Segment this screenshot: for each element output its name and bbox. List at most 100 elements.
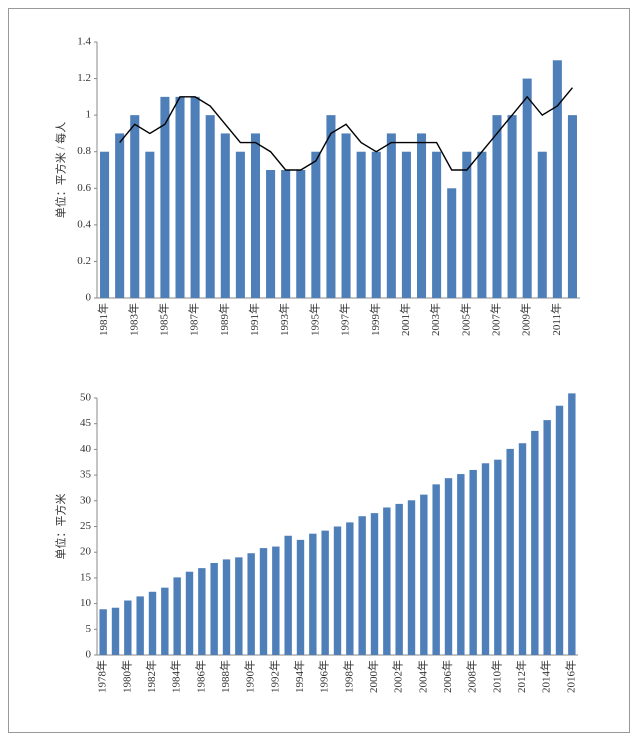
y-tick-label: 0 [86, 649, 92, 661]
x-tick-label: 1981年 [96, 303, 110, 336]
bar [309, 533, 317, 655]
y-tick-label: 35 [80, 469, 92, 481]
bar [259, 548, 268, 655]
bar [190, 96, 200, 298]
bar [173, 577, 181, 655]
x-tick-label: 1989年 [217, 303, 231, 336]
bar [416, 133, 427, 298]
bar [383, 507, 391, 655]
bar [543, 420, 551, 655]
x-tick-label: 1998年 [341, 660, 355, 693]
bar [326, 115, 336, 299]
bar [220, 133, 230, 298]
bar [100, 151, 110, 298]
bar [494, 459, 502, 655]
bar [518, 443, 527, 655]
y-tick-label: 5 [86, 623, 92, 635]
bar [247, 553, 255, 655]
bar [99, 609, 107, 655]
x-tick-label: 1996年 [317, 660, 331, 693]
y-tick-label: 20 [80, 546, 92, 558]
x-tick-label: 1993年 [277, 303, 291, 336]
y-tick-label: 1 [86, 109, 92, 121]
x-tick-label: 2014年 [539, 660, 553, 693]
bar [457, 474, 465, 655]
bar [506, 448, 514, 655]
x-tick-label: 2011年 [549, 303, 563, 336]
x-tick-label: 2007年 [489, 303, 503, 336]
y-tick-label: 50 [80, 392, 92, 404]
bar [395, 503, 403, 655]
y-tick-label: 30 [80, 494, 92, 506]
bar [124, 600, 132, 655]
bar [552, 60, 562, 299]
y-axis-label: 单位：平方米 / 每人 [54, 122, 68, 219]
bar [284, 535, 292, 655]
x-tick-label: 2010年 [489, 660, 503, 693]
bar [130, 115, 140, 299]
bar [358, 516, 366, 655]
bar [266, 170, 276, 298]
bar [537, 151, 547, 298]
bar [477, 151, 487, 298]
bar [115, 133, 125, 298]
bar [311, 151, 321, 298]
x-tick-label: 1994年 [292, 660, 306, 693]
x-tick-label: 2001年 [398, 303, 412, 336]
bar [507, 115, 517, 299]
bar [235, 557, 243, 655]
bar [401, 151, 411, 298]
y-tick-label: 25 [80, 520, 92, 532]
bar [198, 568, 206, 655]
y-tick-label: 0.8 [77, 145, 91, 157]
frame [8, 8, 630, 733]
bar [222, 559, 231, 655]
x-tick-label: 2008年 [465, 660, 479, 693]
x-tick-label: 2005年 [458, 303, 472, 336]
bar [111, 607, 120, 655]
y-axis-label: 单位：平方米 [54, 494, 68, 560]
bar [296, 170, 306, 298]
y-tick-label: 1.4 [77, 36, 91, 48]
bar [432, 484, 440, 655]
bar [175, 96, 185, 298]
y-tick-label: 0.4 [77, 218, 91, 230]
bar [407, 500, 416, 655]
bar [481, 463, 490, 655]
x-tick-label: 1983年 [126, 303, 140, 336]
y-tick-label: 0.6 [77, 182, 91, 194]
bar [145, 151, 155, 298]
x-tick-label: 1978年 [95, 660, 109, 693]
y-tick-label: 1.2 [77, 72, 91, 84]
x-tick-label: 1982年 [144, 660, 158, 693]
x-tick-label: 2016年 [563, 660, 577, 693]
x-tick-label: 1999年 [368, 303, 382, 336]
x-tick-label: 1988年 [218, 660, 232, 693]
x-tick-label: 1992年 [267, 660, 281, 693]
bar [148, 591, 157, 655]
trend-line [119, 87, 573, 171]
bar [567, 115, 577, 299]
bar [136, 596, 144, 655]
bar [296, 539, 305, 655]
bar [447, 188, 457, 298]
y-tick-label: 0 [86, 292, 92, 304]
bar [444, 478, 453, 655]
y-tick-label: 0.2 [77, 255, 91, 267]
x-tick-label: 2003年 [428, 303, 442, 336]
bar [432, 151, 442, 298]
bar [281, 170, 291, 298]
bar [160, 96, 170, 298]
y-tick-label: 15 [80, 571, 92, 583]
x-tick-label: 2012年 [514, 660, 528, 693]
x-tick-label: 1991年 [247, 303, 261, 336]
bar [346, 522, 354, 655]
bar [161, 587, 169, 655]
x-tick-label: 1984年 [169, 660, 183, 693]
x-tick-label: 1980年 [119, 660, 133, 693]
bar [321, 530, 329, 655]
bar [333, 526, 342, 655]
bar [235, 151, 245, 298]
x-tick-label: 2002年 [391, 660, 405, 693]
